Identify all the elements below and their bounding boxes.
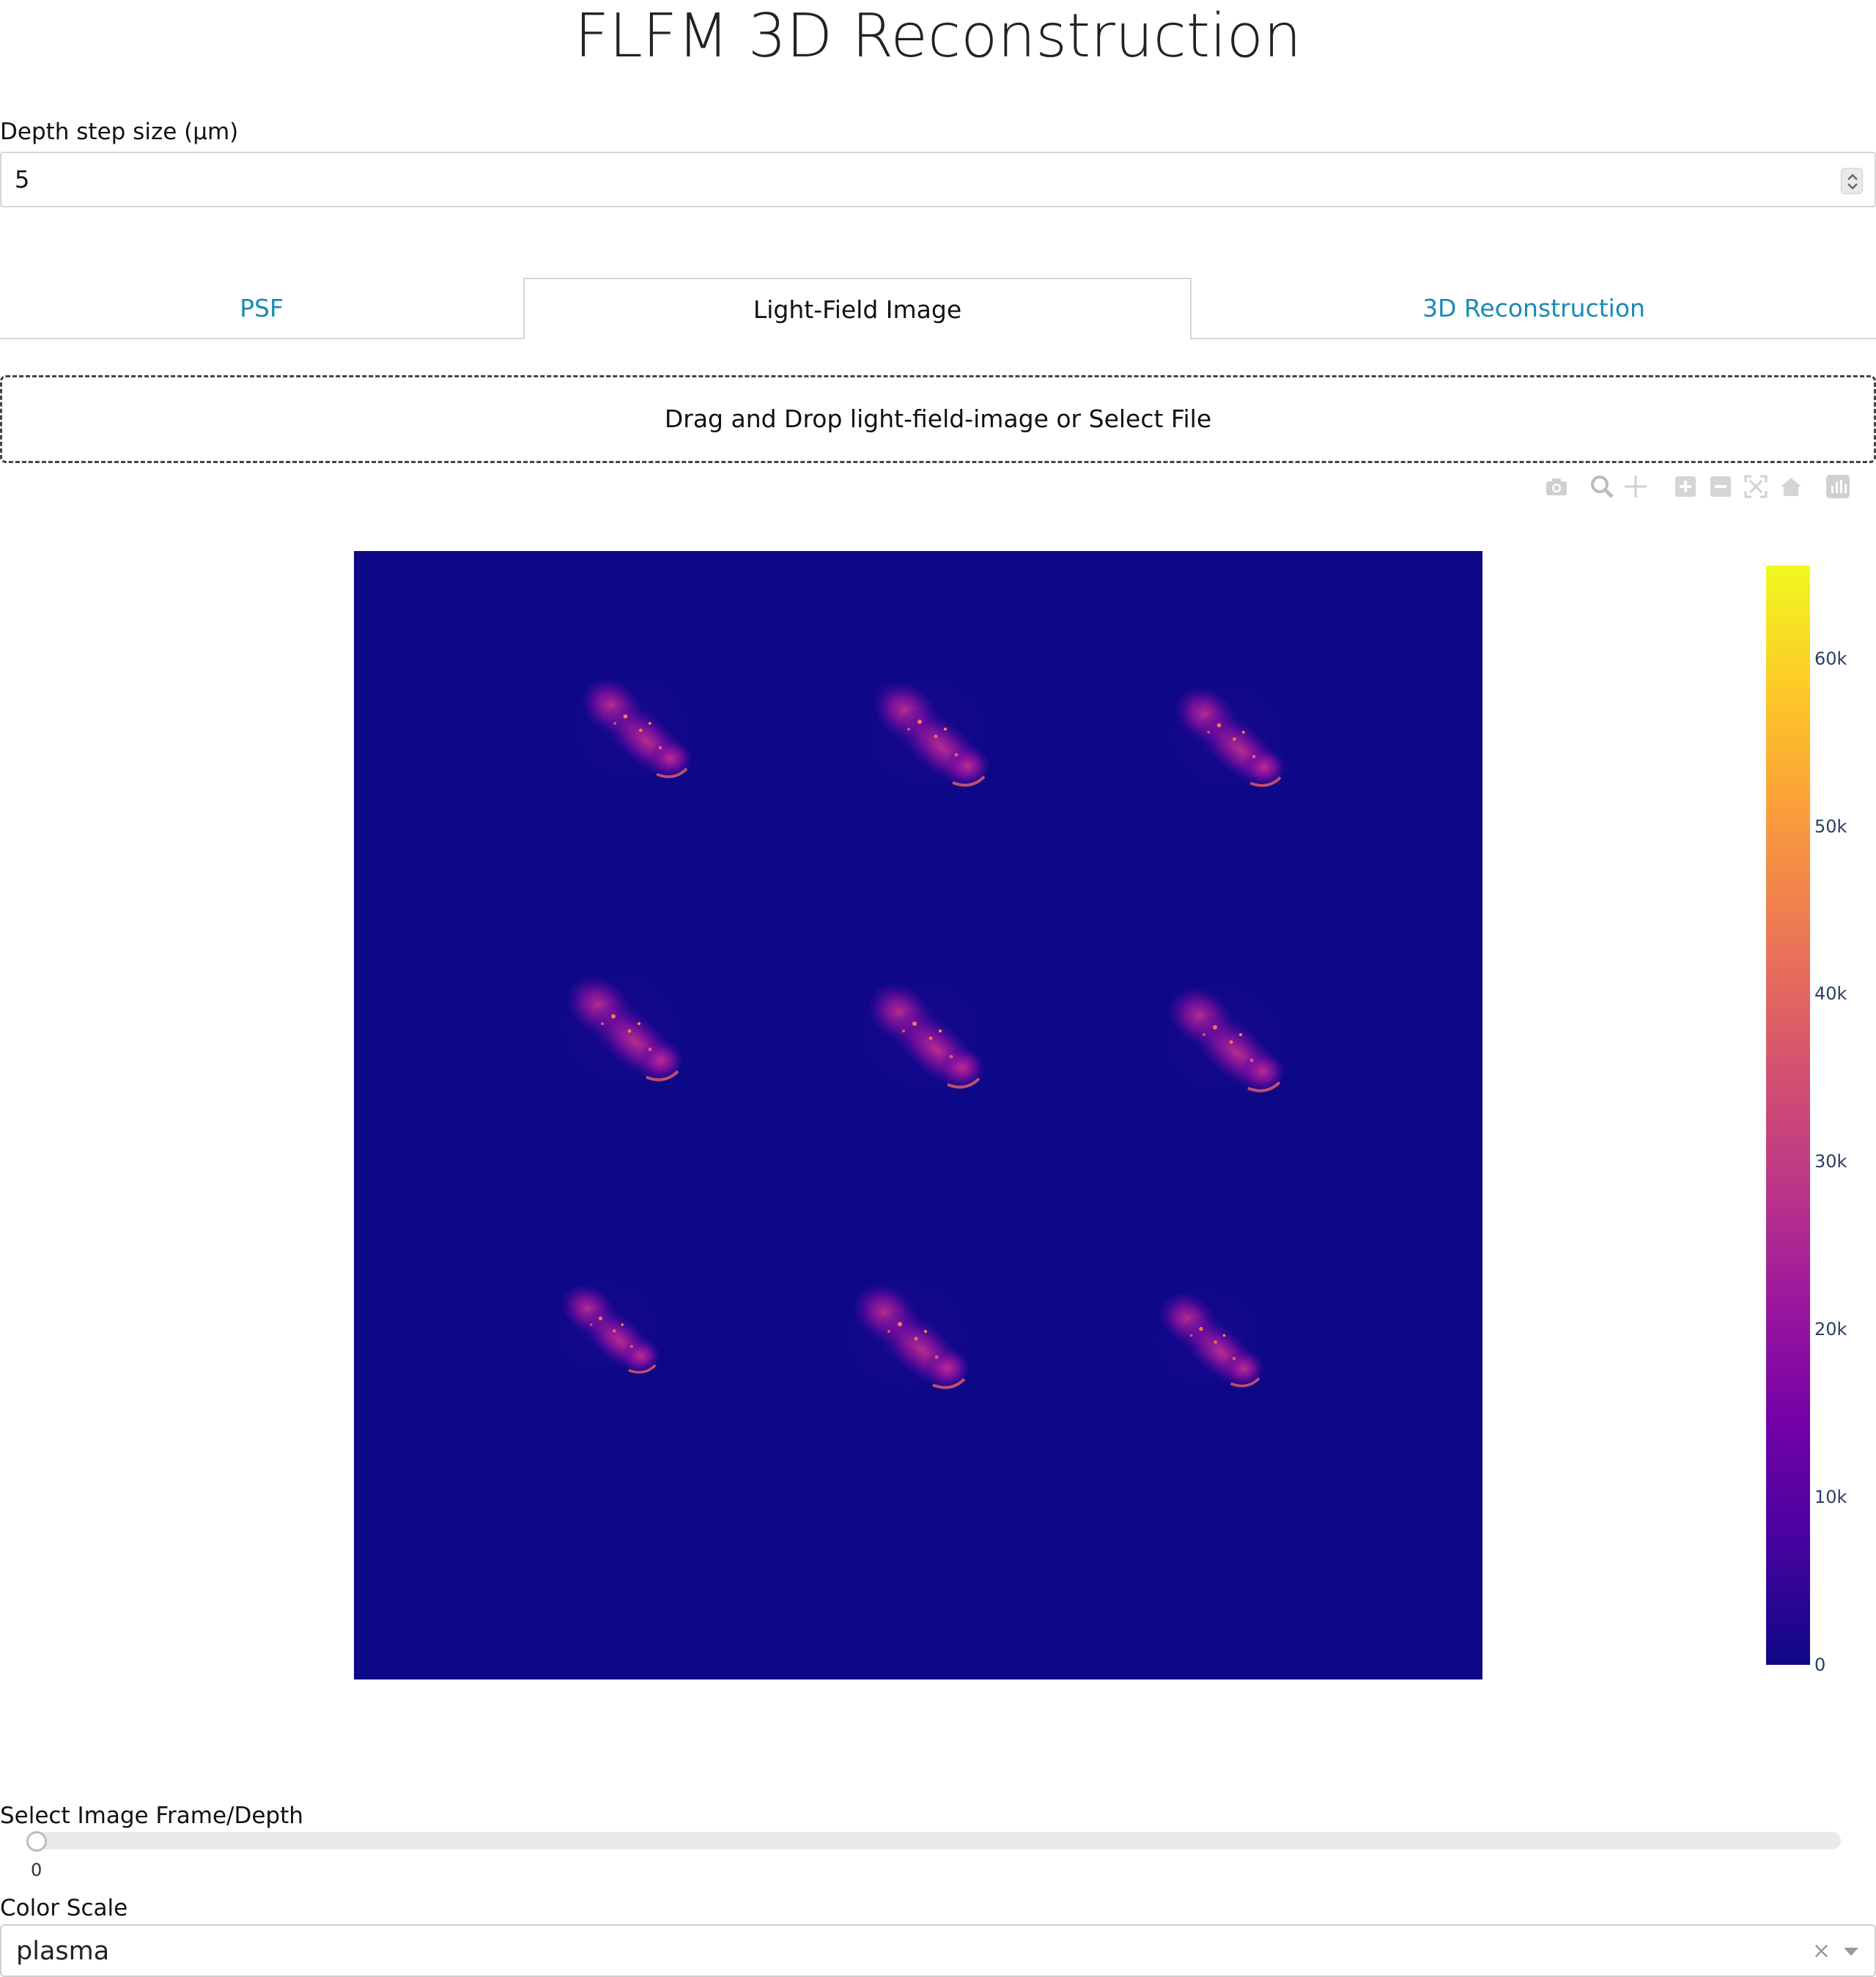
- light-field-heatmap[interactable]: [354, 551, 1482, 1679]
- sub-image-r1c2: [838, 651, 1016, 815]
- plotly-logo-icon[interactable]: [1825, 473, 1851, 500]
- pan-icon[interactable]: [1622, 473, 1649, 500]
- color-scale-label: Color Scale: [0, 1895, 128, 1921]
- tab-psf[interactable]: PSF: [0, 278, 523, 339]
- sub-image-r1c1: [547, 648, 717, 805]
- color-scale-value: plasma: [16, 1937, 110, 1966]
- frame-slider-track[interactable]: [26, 1832, 1841, 1849]
- tab-bar: PSF Light-Field Image 3D Reconstruction: [0, 278, 1876, 339]
- autoscale-icon[interactable]: [1743, 473, 1769, 500]
- depth-step-label: Depth step size (μm): [0, 119, 239, 145]
- colorbar-tick-label: 0: [1814, 1655, 1826, 1675]
- frame-slider-label: Select Image Frame/Depth: [0, 1803, 303, 1829]
- sub-image-r3c2: [818, 1253, 997, 1417]
- colorbar-tick-label: 30k: [1814, 1151, 1847, 1172]
- sub-image-r2c1: [531, 945, 710, 1109]
- sub-image-r1c3: [1141, 657, 1311, 814]
- clear-icon[interactable]: ×: [1812, 1938, 1831, 1964]
- chevron-down-icon[interactable]: [1844, 1948, 1858, 1956]
- sub-image-r3c1: [531, 1257, 683, 1398]
- zoom-out-icon[interactable]: [1707, 473, 1734, 500]
- colorbar-tick-label: 40k: [1814, 983, 1847, 1005]
- stepper-arrows-icon: [1847, 174, 1858, 190]
- colorbar-tick-label: 50k: [1814, 816, 1847, 837]
- color-scale-dropdown[interactable]: plasma ×: [0, 1924, 1876, 1977]
- camera-icon[interactable]: [1543, 473, 1570, 500]
- zoom-icon[interactable]: [1589, 473, 1615, 500]
- colorbar: [1766, 566, 1810, 1665]
- depth-step-input[interactable]: 5: [0, 152, 1876, 207]
- tab-light-field-image[interactable]: Light-Field Image: [523, 278, 1192, 339]
- zoom-in-icon[interactable]: [1672, 473, 1699, 500]
- plot-modebar: [1543, 469, 1866, 506]
- sub-image-r3c3: [1127, 1265, 1288, 1413]
- sub-image-r2c2: [832, 953, 1011, 1117]
- frame-slider-min-mark: 0: [31, 1860, 43, 1880]
- frame-slider-handle[interactable]: [26, 1831, 47, 1852]
- colorbar-tick-label: 20k: [1814, 1319, 1847, 1340]
- number-stepper[interactable]: [1841, 168, 1863, 194]
- colorbar-tick-label: 10k: [1814, 1487, 1847, 1508]
- tab-3d-reconstruction[interactable]: 3D Reconstruction: [1192, 278, 1876, 339]
- colorbar-tick-label: 60k: [1814, 648, 1847, 669]
- sub-image-r2c3: [1133, 956, 1312, 1120]
- reset-axes-icon[interactable]: [1778, 473, 1804, 500]
- file-upload-dropzone[interactable]: Drag and Drop light-field-image or Selec…: [0, 375, 1876, 463]
- page-title: FLFM 3D Reconstruction: [575, 1, 1301, 71]
- depth-step-value: 5: [15, 166, 30, 193]
